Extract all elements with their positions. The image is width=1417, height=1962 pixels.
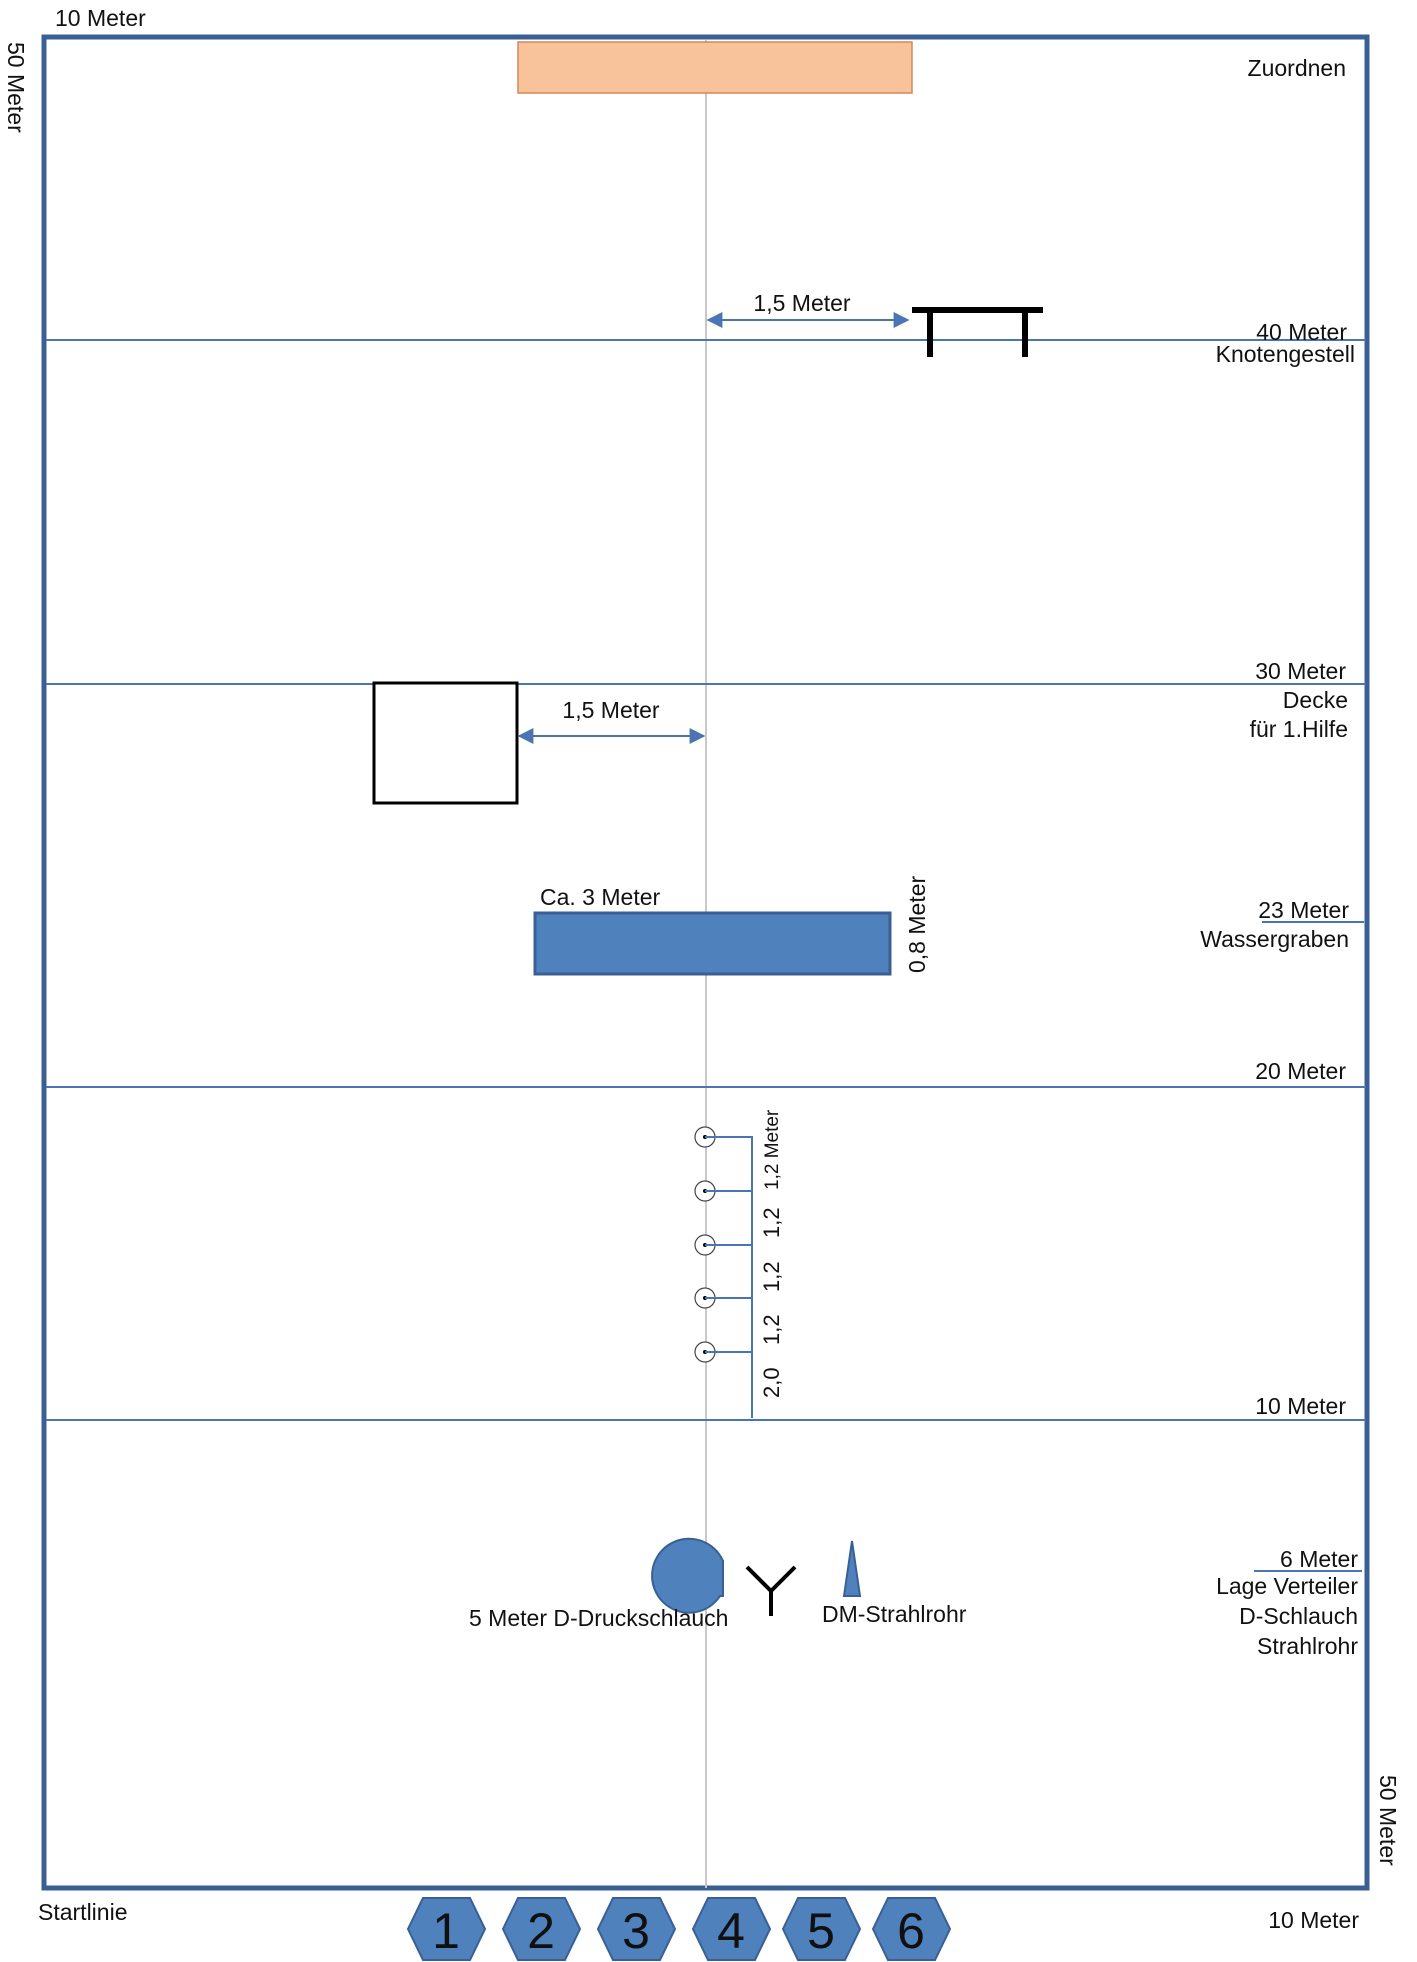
stake-gap-label-3: 1,2: [759, 1261, 784, 1292]
equipment-label-3: Strahlrohr: [1257, 1633, 1358, 1659]
line-23m-label: 23 Meter: [1258, 897, 1349, 923]
line-10m-label: 10 Meter: [1255, 1393, 1346, 1419]
start-position-6: 6: [871, 1897, 952, 1961]
ditch-length-label: Ca. 3 Meter: [540, 884, 660, 910]
knot-frame-label: Knotengestell: [1216, 341, 1355, 367]
stake-gap-label-1: 1,2 Meter: [762, 1109, 783, 1190]
nozzle-label: DM-Strahlrohr: [822, 1601, 967, 1627]
line-6m-label: 6 Meter: [1280, 1546, 1358, 1572]
hose-label: 5 Meter D-Druckschlauch: [469, 1605, 728, 1631]
line-20m-label: 20 Meter: [1255, 1058, 1346, 1084]
hose-coil-icon: [651, 1537, 724, 1614]
svg-text:4: 4: [717, 1903, 745, 1959]
svg-text:2: 2: [527, 1903, 555, 1959]
line-30m-label: 30 Meter: [1255, 658, 1346, 684]
target-box: [517, 41, 913, 94]
offset-label-30m: 1,5 Meter: [562, 697, 659, 723]
stake-gap-label-4: 1,2: [759, 1314, 784, 1345]
ditch-width-label: 0,8 Meter: [904, 876, 930, 973]
stake-gap-label-5: 2,0: [759, 1367, 784, 1398]
blanket-label-1: Decke: [1283, 687, 1348, 713]
stake-3: [694, 1234, 752, 1256]
stake-gap-label-2: 1,2: [759, 1207, 784, 1238]
blanket-label-2: für 1.Hilfe: [1250, 716, 1348, 742]
top-width-label: 10 Meter: [55, 5, 146, 31]
svg-text:1: 1: [432, 1903, 460, 1959]
start-position-4: 4: [691, 1897, 772, 1961]
knot-frame-icon: [912, 307, 1043, 357]
right-length-label: 50 Meter: [1375, 1775, 1401, 1866]
line-40m-label: 40 Meter: [1256, 319, 1347, 345]
start-line-label: Startlinie: [38, 1899, 127, 1925]
start-position-3: 3: [596, 1897, 677, 1961]
equipment-label-1: Lage Verteiler: [1216, 1573, 1358, 1599]
stake-4: [694, 1287, 752, 1309]
nozzle-icon: [842, 1540, 862, 1597]
stake-2: [694, 1180, 752, 1202]
stake-1: [694, 1126, 752, 1148]
distributor-icon: [745, 1565, 797, 1616]
start-position-1: 1: [406, 1897, 487, 1961]
bottom-width-label: 10 Meter: [1268, 1907, 1359, 1933]
start-position-5: 5: [781, 1897, 862, 1961]
blanket-square: [372, 681, 519, 805]
start-position-2: 2: [501, 1897, 582, 1961]
svg-text:3: 3: [622, 1903, 650, 1959]
water-ditch: [533, 911, 892, 976]
stake-5: [694, 1341, 752, 1363]
water-ditch-label: Wassergraben: [1200, 926, 1349, 952]
target-label: Zuordnen: [1248, 55, 1346, 81]
equipment-label-2: D-Schlauch: [1239, 1603, 1358, 1629]
svg-text:6: 6: [897, 1903, 925, 1959]
left-length-label: 50 Meter: [3, 42, 29, 133]
svg-text:5: 5: [807, 1903, 835, 1959]
offset-label-40m: 1,5 Meter: [753, 290, 850, 316]
